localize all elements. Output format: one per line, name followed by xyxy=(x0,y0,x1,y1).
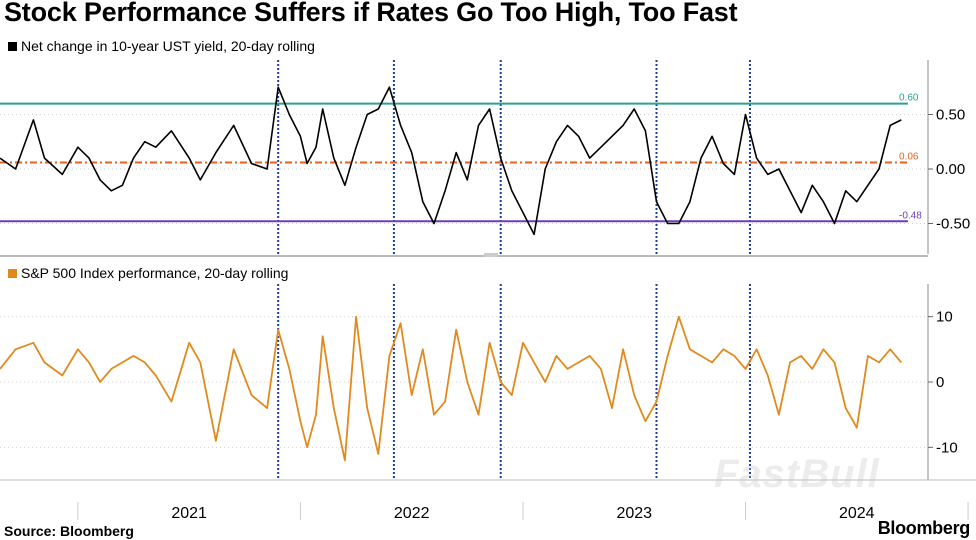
watermark: FastBull xyxy=(714,452,880,496)
yield-tick-label: 0.00 xyxy=(936,161,965,178)
yield-tick-label: 0.50 xyxy=(936,106,965,123)
x-year-label: 2023 xyxy=(616,505,652,522)
spx-series-line xyxy=(0,315,902,462)
x-year-label: 2022 xyxy=(394,505,430,522)
panel-splitter-handle xyxy=(484,253,498,257)
source-note: Source: Bloomberg xyxy=(4,523,134,539)
legend-spx-label: S&P 500 Index performance, 20-day rollin… xyxy=(21,265,289,281)
reference-line-label: 0.06 xyxy=(899,151,919,162)
legend-yield-swatch xyxy=(8,41,17,51)
legend-spx: S&P 500 Index performance, 20-day rollin… xyxy=(8,265,288,281)
x-year-label: 2021 xyxy=(171,505,207,522)
yield-series-line xyxy=(0,86,902,236)
legend-yield: Net change in 10-year UST yield, 20-day … xyxy=(8,38,315,54)
page-title: Stock Performance Suffers if Rates Go To… xyxy=(4,0,738,27)
legend-spx-swatch xyxy=(8,268,17,278)
brand-logo: Bloomberg xyxy=(877,518,971,538)
reference-line-label: -0.48 xyxy=(899,210,922,221)
reference-line-label: 0.60 xyxy=(899,93,919,104)
spx-tick-label: 10 xyxy=(936,309,953,326)
legend-yield-label: Net change in 10-year UST yield, 20-day … xyxy=(21,38,315,54)
x-year-label: 2024 xyxy=(839,505,875,522)
spx-tick-label: -10 xyxy=(936,439,958,456)
yield-tick-label: -0.50 xyxy=(936,215,970,232)
spx-tick-label: 0 xyxy=(936,374,944,391)
